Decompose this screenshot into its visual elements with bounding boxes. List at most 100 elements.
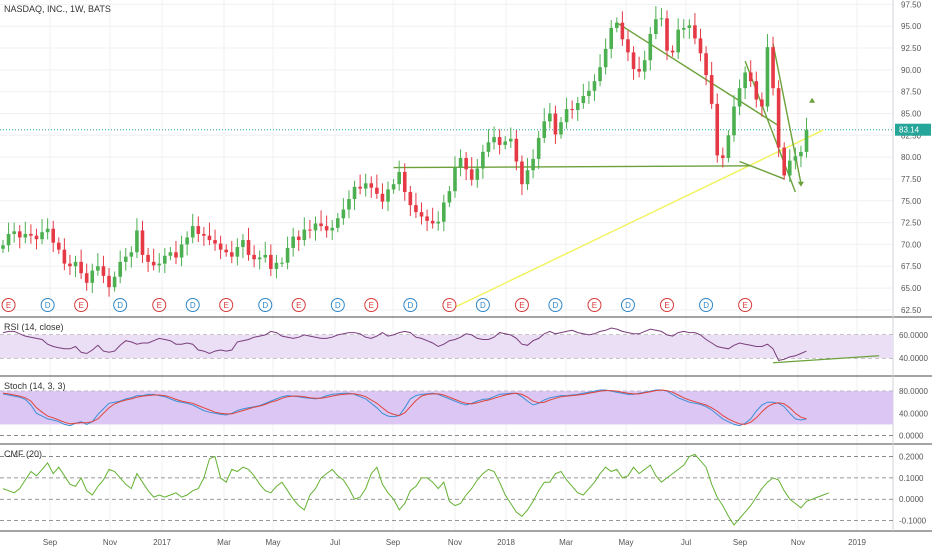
earnings-marker[interactable]: E (1, 298, 16, 312)
candle[interactable] (352, 186, 357, 200)
candle[interactable] (592, 81, 597, 91)
dividend-marker[interactable]: D (113, 298, 128, 312)
candle[interactable] (681, 27, 686, 30)
candle[interactable] (252, 254, 256, 260)
candle[interactable] (615, 22, 619, 28)
candle[interactable] (341, 209, 346, 219)
trendline[interactable] (739, 160, 785, 180)
candle[interactable] (587, 90, 591, 97)
candle[interactable] (693, 25, 697, 39)
candle[interactable] (123, 256, 128, 262)
candle[interactable] (229, 252, 234, 257)
candle[interactable] (29, 233, 33, 236)
candle[interactable] (90, 270, 95, 283)
candle[interactable] (726, 135, 731, 158)
candle[interactable] (224, 249, 228, 253)
candle[interactable] (330, 227, 335, 231)
dividend-marker[interactable]: D (40, 298, 55, 312)
candle[interactable] (609, 27, 614, 49)
candle[interactable] (257, 257, 262, 260)
candle[interactable] (157, 263, 162, 266)
candle[interactable] (163, 255, 167, 264)
candle[interactable] (62, 249, 67, 264)
candle[interactable] (397, 171, 401, 185)
candle[interactable] (575, 103, 580, 110)
candle[interactable] (419, 212, 424, 217)
candle[interactable] (676, 29, 680, 53)
earnings-marker[interactable]: E (442, 298, 457, 312)
earnings-marker[interactable]: E (219, 298, 234, 312)
candle[interactable] (313, 223, 318, 231)
candle[interactable] (548, 113, 552, 122)
candle[interactable] (196, 226, 201, 234)
candle[interactable] (536, 137, 541, 159)
candle[interactable] (45, 228, 50, 233)
candle[interactable] (581, 96, 586, 104)
candle[interactable] (531, 158, 535, 171)
candle[interactable] (263, 254, 268, 258)
candle[interactable] (84, 273, 89, 283)
candle[interactable] (715, 103, 720, 156)
candle[interactable] (129, 252, 134, 257)
candle[interactable] (269, 254, 273, 269)
candle[interactable] (799, 151, 803, 157)
candle[interactable] (190, 226, 195, 238)
candle[interactable] (665, 18, 669, 51)
candle[interactable] (291, 236, 295, 248)
candle[interactable] (754, 81, 759, 100)
dividend-marker[interactable]: D (548, 298, 563, 312)
candle[interactable] (79, 261, 83, 274)
candle[interactable] (280, 262, 284, 264)
candle[interactable] (760, 99, 764, 107)
candle[interactable] (430, 220, 435, 224)
candle[interactable] (425, 216, 429, 221)
candle[interactable] (771, 47, 775, 89)
candle[interactable] (743, 72, 747, 89)
candle[interactable] (146, 254, 150, 262)
candle[interactable] (603, 48, 608, 68)
dividend-marker[interactable]: D (330, 298, 345, 312)
candle[interactable] (776, 88, 781, 148)
candle[interactable] (101, 266, 106, 276)
candle[interactable] (246, 240, 251, 255)
trendline[interactable] (616, 22, 779, 127)
candle[interactable] (514, 138, 519, 162)
trendline[interactable] (449, 129, 824, 311)
candle[interactable] (732, 106, 736, 136)
candle[interactable] (185, 237, 189, 245)
dividend-marker[interactable]: D (185, 298, 200, 312)
candle[interactable] (670, 50, 675, 53)
candle[interactable] (525, 170, 530, 185)
stoch-d-line[interactable] (2, 389, 807, 425)
candle[interactable] (112, 276, 117, 288)
candle[interactable] (73, 261, 78, 267)
candle[interactable] (626, 39, 630, 53)
candle[interactable] (765, 47, 770, 107)
candle[interactable] (687, 25, 692, 28)
candle[interactable] (40, 232, 44, 240)
candle[interactable] (497, 137, 502, 145)
candle[interactable] (737, 88, 742, 107)
candle[interactable] (620, 22, 625, 40)
rsi-line[interactable] (2, 327, 807, 361)
candle[interactable] (296, 236, 301, 241)
candle[interactable] (464, 158, 468, 170)
earnings-marker[interactable]: E (514, 298, 529, 312)
candle[interactable] (57, 242, 61, 250)
candle[interactable] (202, 233, 206, 236)
candle[interactable] (402, 171, 407, 193)
candle[interactable] (553, 113, 558, 135)
candle[interactable] (207, 235, 212, 241)
candle[interactable] (704, 53, 708, 76)
candle[interactable] (386, 189, 390, 202)
candle[interactable] (542, 121, 547, 138)
earnings-marker[interactable]: E (291, 298, 306, 312)
candle[interactable] (469, 169, 474, 180)
candle[interactable] (358, 186, 362, 189)
candle[interactable] (447, 191, 452, 203)
candle[interactable] (12, 231, 16, 234)
candle[interactable] (637, 68, 641, 72)
dividend-marker[interactable]: D (258, 298, 273, 312)
candle[interactable] (324, 226, 329, 231)
